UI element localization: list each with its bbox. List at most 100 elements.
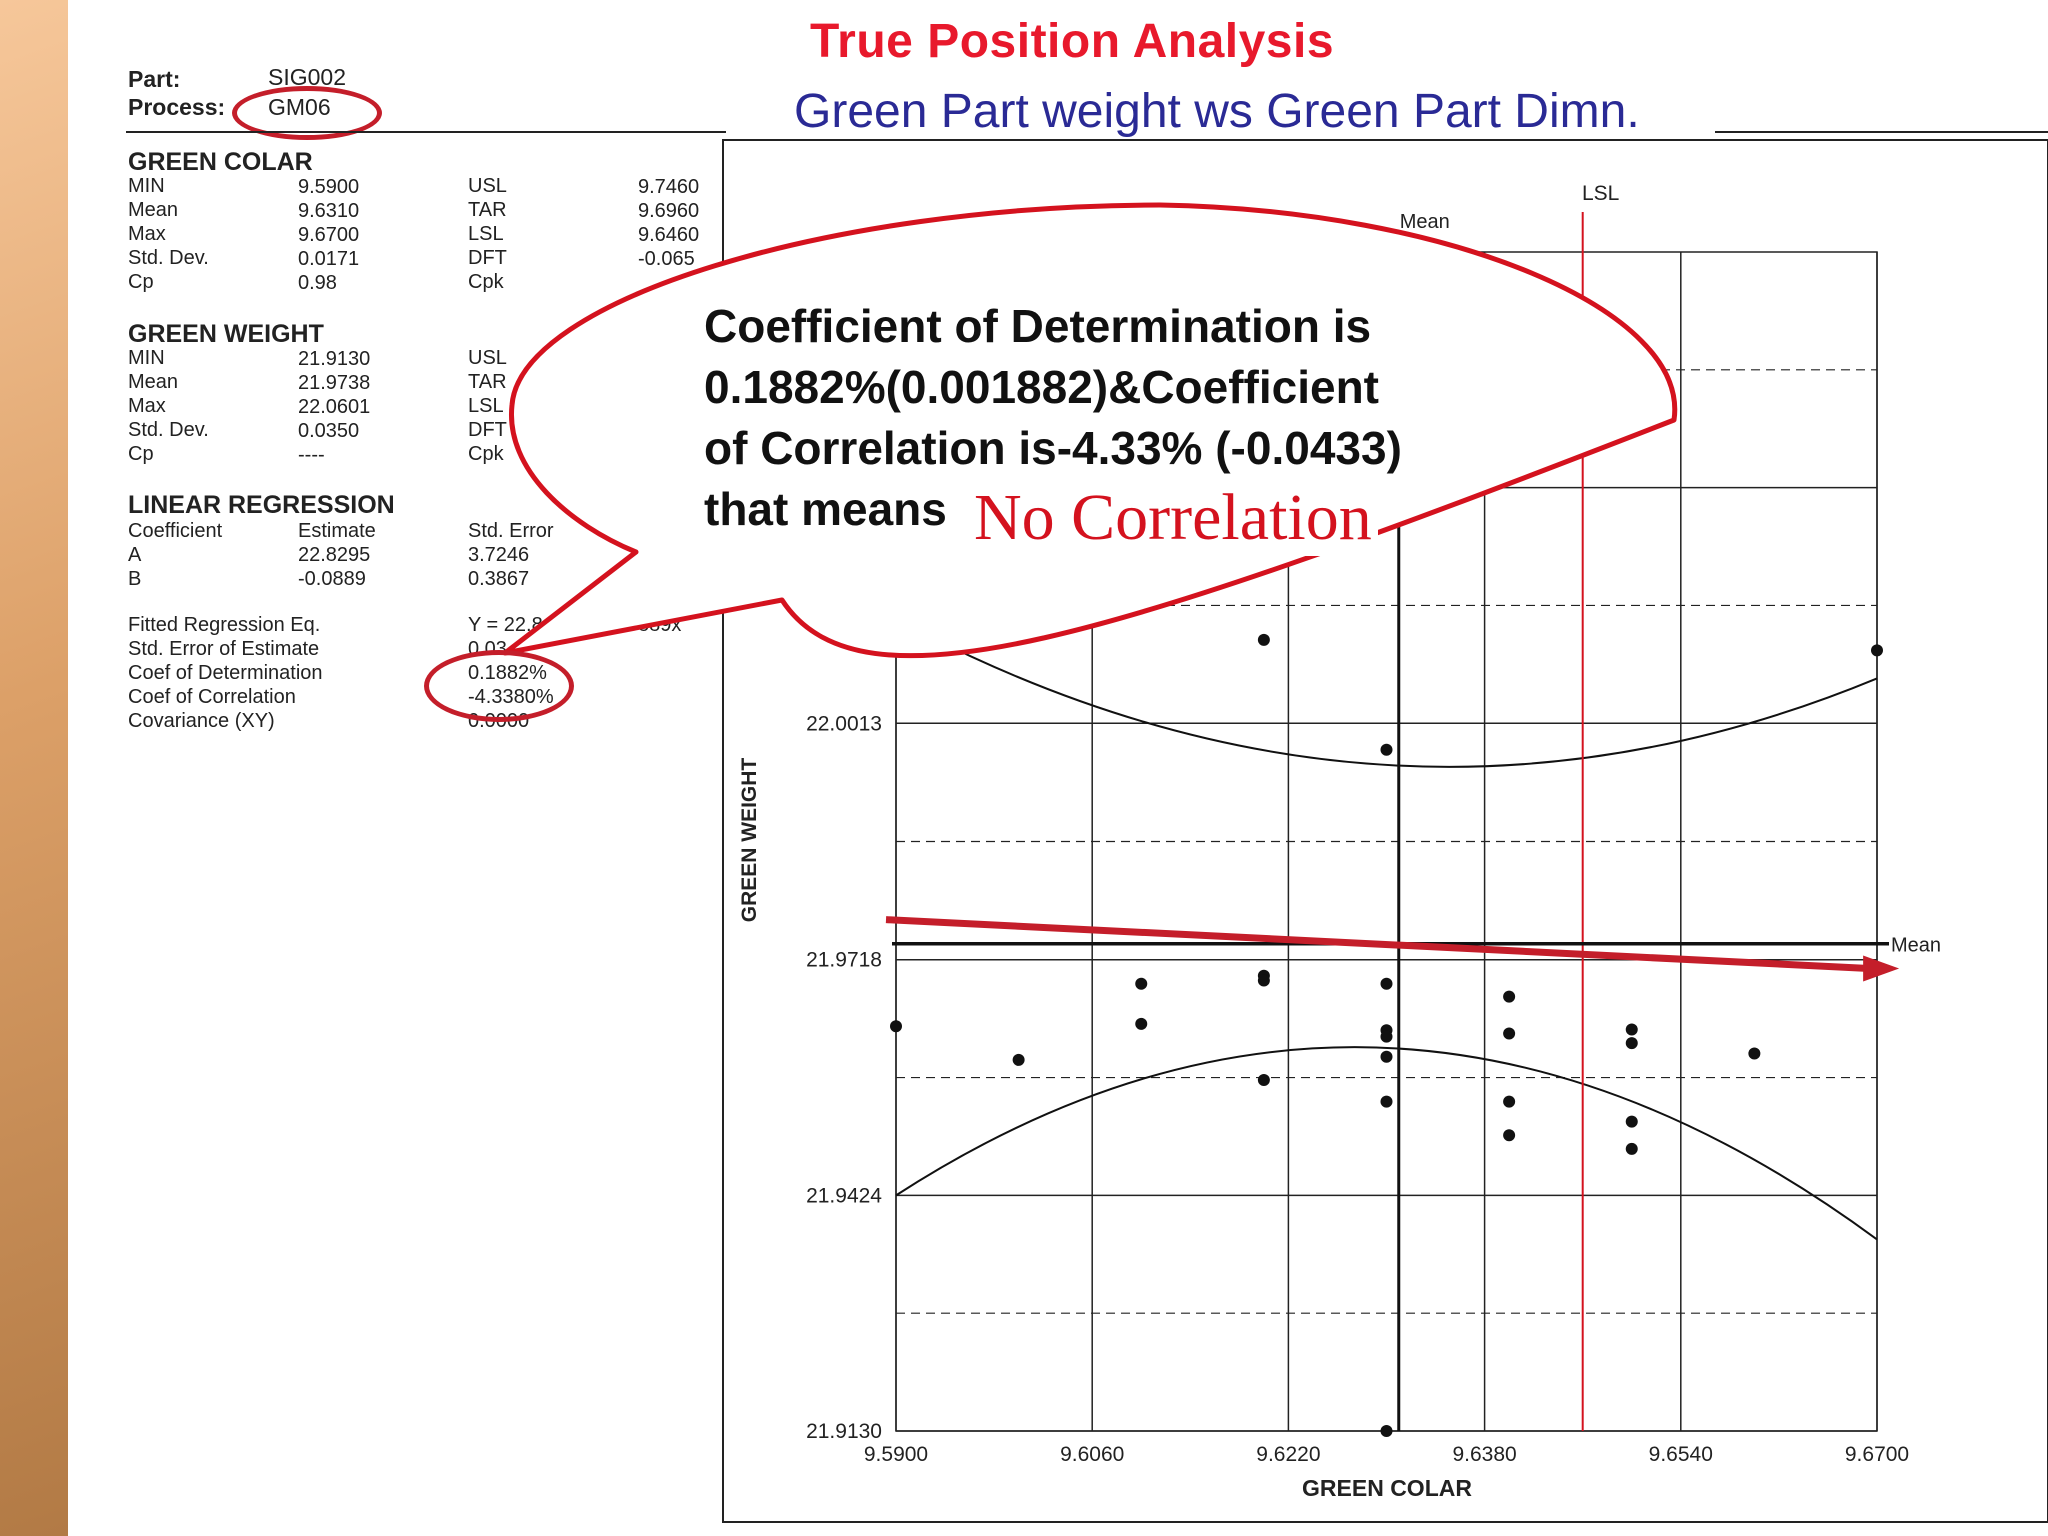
callout-line: that means — [704, 483, 947, 535]
stat-value: 9.5900 — [298, 176, 360, 198]
callout-line: 0.1882%(0.001882)&Coefficient — [704, 361, 1379, 413]
trend-arrow-shaft — [885, 916, 1870, 973]
data-point — [1625, 1142, 1638, 1155]
x-axis-label: GREEN COLAR — [1302, 1475, 1472, 1501]
x-tick-label: 9.5900 — [864, 1443, 928, 1466]
stat-label: TAR — [468, 199, 507, 221]
stat-value: 0.0171 — [298, 248, 360, 270]
data-point — [1503, 1095, 1516, 1108]
stat-label: USL — [468, 175, 507, 197]
stat-value: 21.9130 — [298, 348, 371, 370]
data-point — [1012, 1053, 1025, 1066]
trend-arrow-head — [1863, 955, 1900, 982]
stat-label: Mean — [128, 371, 179, 393]
column-header: Coefficient — [128, 520, 223, 542]
data-point — [1625, 1023, 1638, 1036]
data-point — [1503, 1027, 1516, 1040]
stat-label: Std. Dev. — [128, 247, 209, 269]
stat-value: 22.0601 — [298, 396, 371, 418]
stat-label: Max — [128, 395, 166, 417]
stat-label: Cpk — [468, 271, 504, 293]
trend-arrow — [885, 916, 1900, 982]
stat-label: Mean — [128, 199, 179, 221]
stat-label: MIN — [128, 347, 165, 369]
process-label: Process: — [128, 94, 226, 120]
data-point — [1748, 1047, 1761, 1060]
process-highlight-ellipse — [232, 86, 382, 140]
x-mean-label: Mean — [1400, 211, 1450, 233]
data-points — [890, 633, 1883, 1437]
y-axis-label: GREEN WEIGHT — [738, 758, 761, 923]
stat-value: 9.6700 — [298, 224, 360, 246]
stat-label: Max — [128, 223, 166, 245]
stat-label: Cp — [128, 271, 154, 293]
y-mean-label: Mean — [1891, 935, 1941, 957]
data-point — [1380, 1095, 1393, 1108]
coefficient-highlight-ellipse — [424, 650, 574, 722]
data-point — [1257, 1073, 1270, 1086]
stat-value: -0.065 — [638, 248, 695, 270]
data-point — [1257, 633, 1270, 646]
x-tick-label: 9.6540 — [1649, 1443, 1713, 1466]
stat-value: 9.6460 — [638, 224, 700, 246]
stat-value: 0.98 — [298, 272, 337, 294]
header-divider-right — [1715, 131, 2048, 133]
confidence-bands — [895, 618, 1878, 1241]
y-tick-label: 21.9718 — [806, 949, 882, 972]
coef-estimate: -0.0889 — [298, 568, 366, 590]
stat-label: DFT — [468, 419, 507, 441]
data-point — [890, 1020, 902, 1033]
data-point — [1503, 990, 1516, 1003]
column-header: Std. Error — [468, 520, 554, 542]
axis-ticks: 9.5900 9.6060 9.6220 9.6380 9.6540 9.6700 21.9… — [806, 712, 1909, 1466]
stat-value: 21.9738 — [298, 372, 371, 394]
data-point — [1135, 1017, 1148, 1030]
stat-label: MIN — [128, 175, 165, 197]
coef-estimate: 22.8295 — [298, 544, 371, 566]
fit-stat-label: Covariance (XY) — [128, 710, 275, 732]
linear-regression-title: LINEAR REGRESSION — [128, 491, 395, 519]
stat-label: DFT — [468, 247, 507, 269]
stat-value: 0.0350 — [298, 420, 360, 442]
y-tick-label: 22.0013 — [806, 712, 882, 735]
part-label: Part: — [128, 66, 181, 92]
data-point — [1625, 1115, 1638, 1128]
callout-line: of Correlation is-4.33% (-0.0433) — [704, 422, 1402, 474]
header-divider — [126, 131, 726, 133]
stat-label: Cpk — [468, 443, 504, 465]
x-tick-label: 9.6700 — [1845, 1443, 1909, 1466]
upper-confidence-curve — [895, 618, 1878, 768]
data-point — [1625, 1037, 1638, 1050]
speech-bubble — [502, 202, 1678, 659]
stat-label: USL — [468, 347, 507, 369]
stat-value: 9.6960 — [638, 200, 700, 222]
stat-value: 9.6310 — [298, 200, 360, 222]
data-point — [1380, 1050, 1393, 1063]
stat-label: LSL — [468, 223, 504, 245]
x-tick-label: 9.6060 — [1060, 1443, 1124, 1466]
data-point — [1380, 977, 1393, 990]
fit-stat-label: Std. Error of Estimate — [128, 638, 320, 660]
stat-label: Std. Dev. — [128, 419, 209, 441]
x-tick-label: 9.6380 — [1452, 1443, 1516, 1466]
data-point — [1135, 977, 1148, 990]
lower-confidence-curve — [895, 1046, 1878, 1241]
data-point — [1503, 1129, 1516, 1142]
data-point — [1380, 1425, 1393, 1437]
page-title: True Position Analysis — [810, 15, 1335, 68]
fit-stat-label: Coef of Correlation — [128, 686, 296, 708]
data-point — [1380, 1030, 1393, 1043]
lsl-label: LSL — [1582, 182, 1619, 205]
fit-stat-value: Y = 22.8 — [468, 614, 543, 636]
coef-name: B — [128, 568, 142, 590]
column-header: Estimate — [298, 520, 376, 542]
callout-line: Coefficient of Determination is — [704, 300, 1372, 352]
data-point — [1871, 644, 1883, 657]
data-point — [1257, 974, 1270, 987]
x-tick-label: 9.6220 — [1256, 1443, 1320, 1466]
callout-text: Coefficient of Determination is 0.1882%(… — [704, 296, 1504, 540]
no-correlation-label: No Correlation — [968, 480, 1378, 556]
green-weight-title: GREEN WEIGHT — [128, 320, 324, 348]
data-point — [1380, 743, 1393, 756]
